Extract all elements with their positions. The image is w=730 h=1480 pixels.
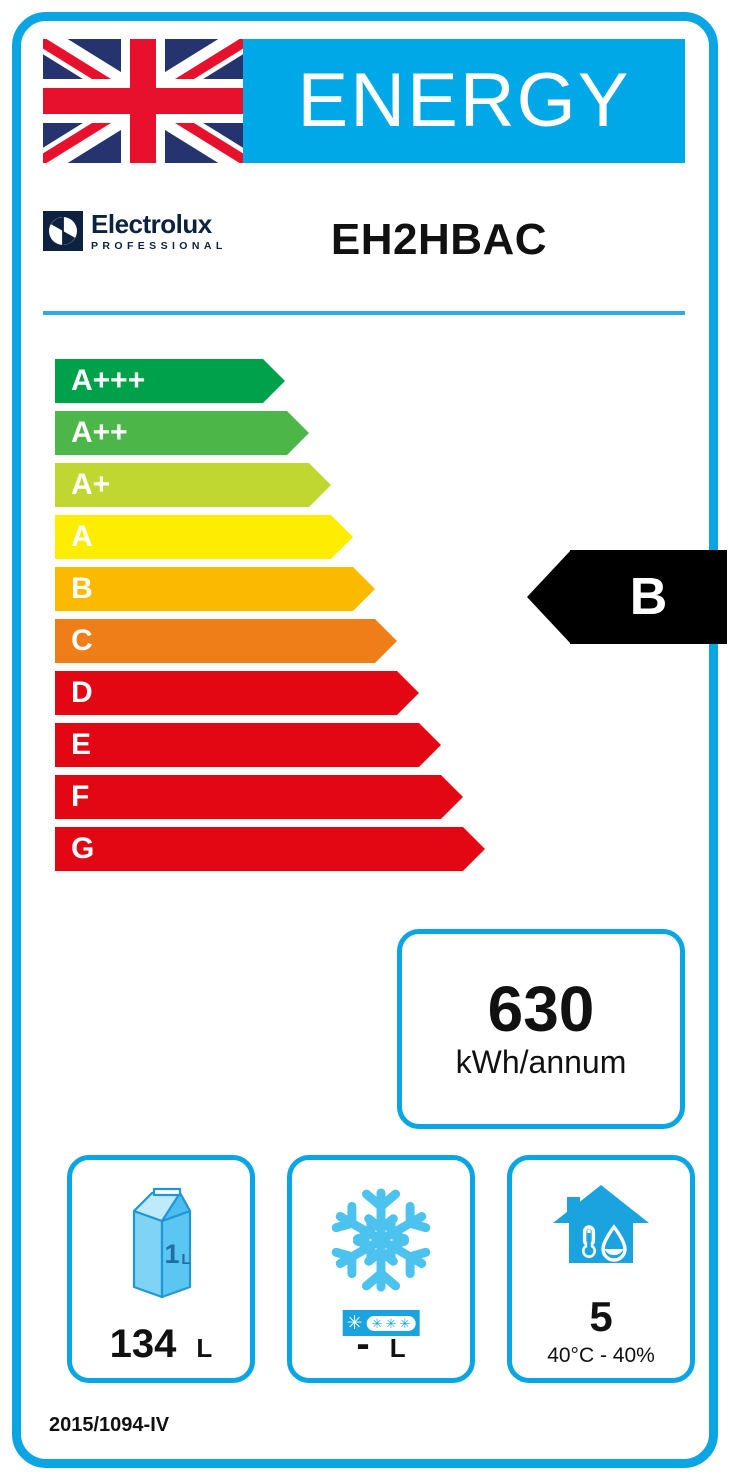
svg-text:L: L bbox=[181, 1251, 190, 1268]
bar-body bbox=[55, 775, 441, 819]
bar-body bbox=[55, 515, 331, 559]
freezer-icon-slot bbox=[292, 1170, 470, 1310]
bar-arrow-tip bbox=[419, 723, 441, 767]
bar-arrow-tip bbox=[375, 619, 397, 663]
bar-arrow-tip bbox=[353, 567, 375, 611]
climate-class-value: 5 bbox=[589, 1293, 613, 1340]
bar-shape: A+++ bbox=[55, 359, 285, 403]
bar-shape: G bbox=[55, 827, 485, 871]
fridge-volume-unit: L bbox=[196, 1333, 213, 1363]
star-icon: ✳ bbox=[399, 1315, 411, 1331]
energy-title: ENERGY bbox=[297, 58, 631, 143]
energy-label-inner: ENERGY Electrolux PROFESSIONAL bbox=[21, 21, 727, 1459]
annual-consumption-value: 630 bbox=[487, 973, 595, 1046]
regulation-reference: 2015/1094-IV bbox=[49, 1414, 170, 1436]
bar-shape: A bbox=[55, 515, 353, 559]
freezer-volume-value: - bbox=[356, 1322, 370, 1366]
star-icon: ✳ bbox=[346, 1312, 363, 1334]
energy-class-bar-c: C bbox=[55, 619, 397, 663]
fridge-volume-box: 1 L 134 L bbox=[67, 1155, 255, 1383]
energy-title-band: ENERGY bbox=[243, 39, 685, 163]
fridge-icon-slot: 1 L bbox=[72, 1170, 250, 1310]
fridge-volume-value: 134 bbox=[109, 1322, 177, 1366]
uk-flag-icon bbox=[43, 39, 243, 163]
bar-shape: D bbox=[55, 671, 419, 715]
energy-label: ENERGY Electrolux PROFESSIONAL bbox=[12, 12, 727, 1468]
star-icon: ✳ bbox=[385, 1315, 397, 1331]
climate-icon-slot bbox=[512, 1168, 690, 1286]
bar-body bbox=[55, 463, 309, 507]
bar-body bbox=[55, 619, 375, 663]
energy-class-label: E bbox=[71, 728, 92, 761]
electrolux-mark-icon bbox=[43, 211, 83, 252]
bar-arrow-tip bbox=[263, 359, 285, 403]
bar-shape: F bbox=[55, 775, 463, 819]
brand-subtitle: PROFESSIONAL bbox=[91, 240, 227, 252]
bar-arrow-tip bbox=[441, 775, 463, 819]
star-pill: ✳ ✳ ✳ bbox=[366, 1315, 416, 1331]
rating-arrow-head bbox=[527, 550, 571, 644]
energy-class-bar-g: G bbox=[55, 827, 485, 871]
bar-body bbox=[55, 359, 263, 403]
bar-body bbox=[55, 723, 419, 767]
bar-arrow-tip bbox=[397, 671, 419, 715]
freezer-star-rating-badge: ✳ ✳ ✳ ✳ bbox=[342, 1310, 420, 1336]
freezer-volume-box: ✳ ✳ ✳ ✳ - L bbox=[287, 1155, 475, 1383]
model-name: EH2HBAC bbox=[330, 215, 548, 264]
climate-class-box: 5 40°C - 40% bbox=[507, 1155, 695, 1383]
bar-body bbox=[55, 671, 397, 715]
electrolux-logo: Electrolux PROFESSIONAL bbox=[43, 211, 227, 252]
energy-rating-arrow: B bbox=[527, 550, 727, 644]
brand-row: Electrolux PROFESSIONAL EH2HBAC bbox=[43, 207, 685, 283]
energy-class-bar-b: B bbox=[55, 567, 375, 611]
energy-class-bar-e: E bbox=[55, 723, 441, 767]
bar-shape: A++ bbox=[55, 411, 309, 455]
energy-class-bar-f: F bbox=[55, 775, 463, 819]
label-header: ENERGY bbox=[43, 39, 685, 163]
energy-class-bar-aplus: A+ bbox=[55, 463, 331, 507]
energy-class-label: A+ bbox=[71, 468, 111, 501]
energy-class-label: G bbox=[71, 832, 95, 865]
energy-class-bar-a: A bbox=[55, 515, 353, 559]
energy-class-label: C bbox=[71, 624, 93, 657]
energy-class-label: F bbox=[71, 780, 90, 813]
bar-arrow-tip bbox=[463, 827, 485, 871]
freezer-volume-unit: L bbox=[389, 1333, 406, 1363]
fridge-value-row: 134 L bbox=[72, 1324, 250, 1364]
star-icon: ✳ bbox=[371, 1315, 383, 1331]
house-climate-icon bbox=[553, 1185, 649, 1263]
svg-text:1: 1 bbox=[164, 1239, 179, 1269]
annual-consumption-box: 630 kWh/annum bbox=[397, 929, 685, 1129]
energy-class-bar-aplusplusplus: A+++ bbox=[55, 359, 285, 403]
rating-letter: B bbox=[629, 568, 668, 626]
milk-carton-icon: 1 L bbox=[132, 1187, 192, 1299]
energy-class-bar-aplusplus: A++ bbox=[55, 411, 309, 455]
energy-class-label: B bbox=[71, 572, 93, 605]
climate-class-sublabel: 40°C - 40% bbox=[547, 1344, 655, 1367]
bar-body bbox=[55, 827, 463, 871]
brand-name: Electrolux bbox=[91, 209, 212, 239]
energy-class-label: A bbox=[71, 520, 93, 553]
bar-shape: E bbox=[55, 723, 441, 767]
energy-class-bar-d: D bbox=[55, 671, 419, 715]
bar-body bbox=[55, 411, 287, 455]
bar-body bbox=[55, 567, 353, 611]
snowflake-icon bbox=[331, 1188, 431, 1292]
energy-class-scale: G F E D C B A A+ A++ A+++ B bbox=[43, 359, 727, 879]
freezer-value-row: - L bbox=[292, 1324, 470, 1364]
energy-class-label: A+++ bbox=[71, 364, 146, 397]
bar-shape: C bbox=[55, 619, 397, 663]
bar-arrow-tip bbox=[309, 463, 331, 507]
electrolux-wordmark: Electrolux PROFESSIONAL bbox=[91, 211, 227, 252]
energy-class-label: D bbox=[71, 676, 93, 709]
bar-arrow-tip bbox=[331, 515, 353, 559]
annual-consumption-unit: kWh/annum bbox=[455, 1044, 627, 1081]
bar-shape: B bbox=[55, 567, 375, 611]
rating-arrow-body bbox=[570, 550, 727, 644]
header-divider bbox=[43, 311, 685, 315]
bar-arrow-tip bbox=[287, 411, 309, 455]
bar-shape: A+ bbox=[55, 463, 331, 507]
energy-class-label: A++ bbox=[71, 416, 128, 449]
